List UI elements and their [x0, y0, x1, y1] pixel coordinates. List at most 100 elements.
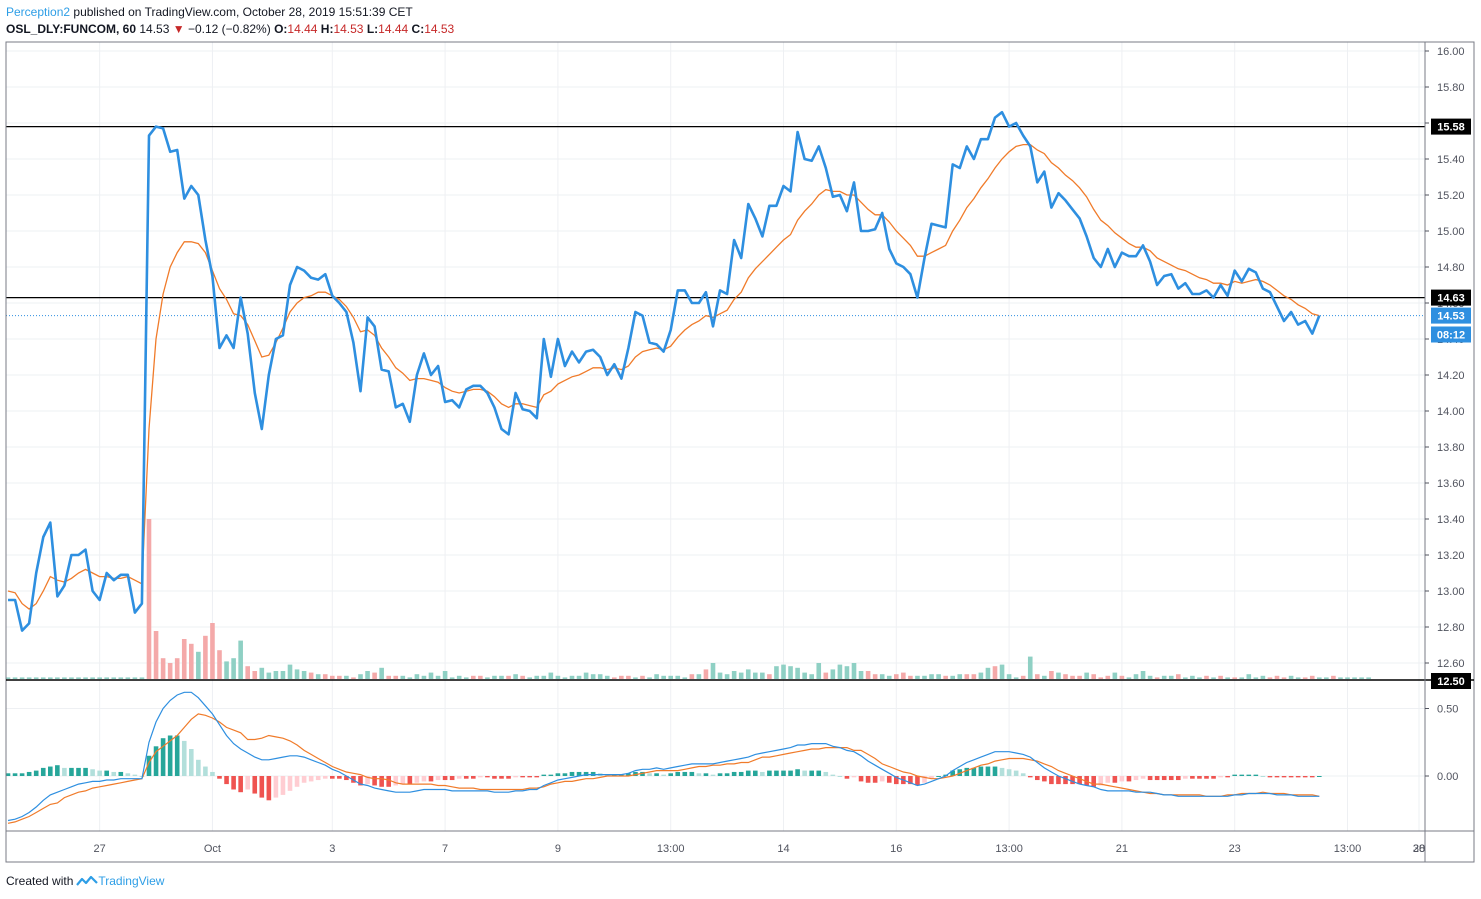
macd-histogram-bar — [830, 774, 836, 776]
macd-histogram-bar — [5, 773, 11, 776]
volume-bar — [654, 674, 659, 679]
macd-histogram-bar — [1295, 776, 1301, 778]
macd-histogram-bar — [407, 776, 413, 785]
macd-histogram-bar — [83, 767, 88, 776]
author-link[interactable]: Perception2 — [6, 5, 71, 19]
low-label: L: — [366, 22, 379, 36]
volume-bar — [950, 675, 955, 679]
volume-bar — [661, 675, 666, 679]
macd-histogram-bar — [689, 771, 695, 776]
macd-histogram-bar — [1274, 776, 1280, 778]
macd-histogram-bar — [788, 770, 793, 776]
volume-bar — [365, 671, 370, 679]
volume-bar — [485, 677, 490, 679]
volume-bar — [428, 672, 434, 679]
volume-bar — [12, 677, 18, 679]
volume-bar — [315, 674, 321, 679]
open-label: O: — [274, 22, 288, 36]
price-tick-label: 13.60 — [1437, 478, 1465, 490]
volume-bar — [1063, 674, 1068, 679]
price-tick-label: 16.00 — [1437, 46, 1465, 58]
volume-bar — [393, 675, 399, 679]
volume-bar — [527, 677, 532, 679]
macd-histogram-bar — [224, 776, 229, 785]
volume-bar — [1281, 677, 1287, 679]
volume-bar — [83, 677, 88, 679]
tradingview-logo[interactable]: TradingView — [76, 874, 164, 888]
volume-bar — [788, 666, 793, 679]
macd-histogram-bar — [1190, 776, 1195, 779]
close-label: C: — [411, 22, 425, 36]
macd-histogram-bar — [386, 776, 391, 787]
macd-histogram-bar — [1013, 770, 1019, 776]
macd-histogram-bar — [492, 776, 497, 779]
volume-bar — [196, 651, 201, 679]
macd-histogram-bar — [132, 774, 138, 776]
volume-bar — [1232, 677, 1237, 679]
volume-bar — [344, 675, 349, 679]
volume-bar — [865, 671, 871, 679]
volume-bar — [499, 675, 504, 679]
macd-histogram-bar — [181, 740, 187, 776]
volume-bar — [400, 675, 406, 679]
volume-bar — [837, 664, 843, 679]
time-tick-label: 28 — [1413, 843, 1425, 855]
volume-bar — [520, 675, 525, 679]
price-axis[interactable]: 16.0015.8015.6015.4015.2015.0014.8014.60… — [1425, 46, 1471, 783]
macd-histogram-bar — [456, 776, 462, 779]
macd-histogram-bar — [1006, 769, 1012, 776]
macd-histogram-bar — [1063, 776, 1068, 785]
horizontal-levels[interactable] — [6, 125, 1425, 317]
time-tick-label: 23 — [1229, 843, 1241, 855]
macd-histogram-bar — [1035, 776, 1040, 781]
volume-bar — [1239, 677, 1245, 679]
macd-histogram-bar — [879, 776, 885, 782]
macd-histogram-bar — [1154, 776, 1160, 781]
macd-histogram-bar — [781, 770, 786, 776]
macd-histogram-bar — [999, 767, 1005, 776]
volume-bar — [1309, 675, 1315, 679]
volume-bars — [5, 519, 1371, 679]
volume-bar — [1183, 677, 1188, 679]
price-series — [7, 110, 1321, 632]
symbol-legend: OSL_DLY:FUNCOM, 60 14.53 ▼ −0.12 (−0.82%… — [6, 22, 454, 36]
macd-histogram-bar — [717, 773, 723, 776]
macd-histogram-bar — [259, 776, 265, 798]
macd-signal-line — [7, 713, 1320, 824]
macd-histogram-bar — [626, 773, 631, 776]
macd-histogram-bar — [872, 776, 878, 783]
macd-histogram-bar — [1049, 776, 1054, 785]
volume-bar — [238, 640, 243, 679]
macd-histogram-bar — [795, 769, 800, 776]
macd-histogram-bar — [499, 776, 504, 779]
macd-histogram-bar — [1042, 776, 1047, 782]
volume-bar — [174, 658, 180, 679]
volume-bar — [1246, 674, 1252, 679]
price-change: −0.12 (−0.82%) — [187, 22, 271, 36]
macd-histogram-bar — [1105, 776, 1111, 783]
volume-bar — [774, 666, 779, 679]
macd-histogram-bar — [1232, 774, 1237, 776]
volume-bar — [985, 667, 991, 679]
volume-bar — [879, 674, 885, 679]
volume-bar — [442, 671, 448, 679]
macd-histogram-bar — [1246, 774, 1252, 776]
volume-bar — [1027, 656, 1033, 679]
volume-bar — [1056, 672, 1061, 679]
macd-histogram-bar — [1176, 776, 1181, 781]
macd-histogram-bar — [231, 776, 236, 790]
price-tick-label: 12.80 — [1437, 622, 1465, 634]
macd-histogram-bar — [33, 770, 39, 776]
macd-histogram-bar — [26, 771, 32, 776]
volume-bar — [1098, 677, 1104, 679]
macd-histogram-bar — [189, 749, 194, 776]
macd-histogram-bar — [1183, 776, 1188, 779]
volume-bar — [478, 675, 483, 679]
volume-bar — [1091, 674, 1096, 679]
volume-bar — [513, 674, 518, 679]
outer-frame — [5, 41, 1475, 863]
macd-histogram-bar — [851, 776, 857, 778]
price-tick-label: 15.80 — [1437, 82, 1465, 94]
